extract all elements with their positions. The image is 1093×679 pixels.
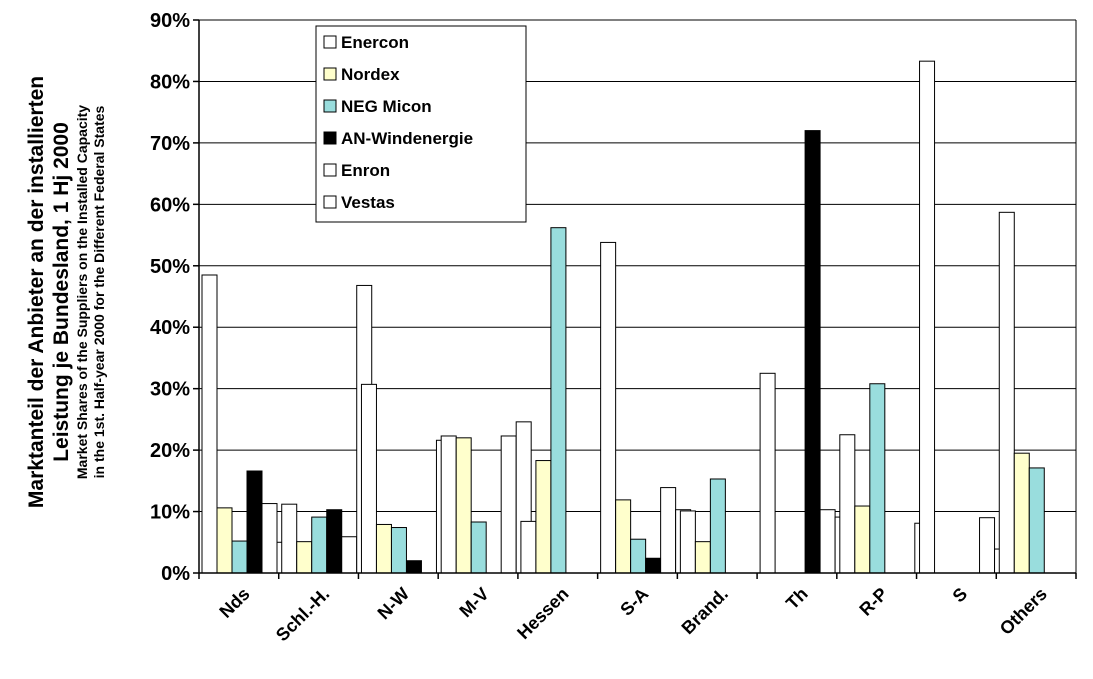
y-tick-label: 70% xyxy=(150,133,190,155)
category-label: Th xyxy=(782,584,812,614)
bar-nordex-s-a xyxy=(615,499,632,574)
legend-swatch xyxy=(323,195,337,209)
category-label: Schl.-H. xyxy=(272,584,334,646)
y-axis-subtitle-line-2: in the 1st. Half-year 2000 for the Diffe… xyxy=(91,105,107,478)
x-tick-marks xyxy=(198,573,1077,579)
legend-swatch xyxy=(323,67,337,81)
bar-nordex-r-p xyxy=(854,505,871,574)
bar-enron-th xyxy=(819,509,836,574)
legend-label: Vestas xyxy=(341,193,395,212)
bar-enercon-hessen xyxy=(520,520,537,574)
bar-enron-s xyxy=(979,517,996,574)
y-axis-subtitle-line-1: Market Shares of the Suppliers on the In… xyxy=(74,105,90,479)
legend: Enercon Nordex NEG Micon AN-Windenergie Enro… xyxy=(315,25,527,223)
bar-enercon-th xyxy=(759,372,776,574)
bar-enercon-nds xyxy=(201,274,218,574)
legend-swatch xyxy=(323,163,337,177)
bar-enercon-s-a xyxy=(600,241,617,574)
legend-box xyxy=(315,25,527,223)
bar-an-windenergie-schl-h- xyxy=(326,509,343,574)
category-label: R-P xyxy=(855,584,891,620)
legend-swatch xyxy=(323,99,337,113)
bar-nordex-hessen xyxy=(535,460,552,574)
bar-nordex-others xyxy=(1013,452,1030,574)
bar-neg-micon-brand- xyxy=(709,478,726,574)
y-tick-labels: 0% 10% 20% 30% 40% 50% 60% 70% 80% 90% xyxy=(150,10,199,585)
bar-an-windenergie-n-w xyxy=(405,560,422,574)
bar-enron-m-v xyxy=(500,435,517,574)
y-axis-title-line-2: Leistung je Bundesland, 1 Hj 2000 xyxy=(50,122,73,462)
category-label: Hessen xyxy=(513,584,572,643)
bar-an-windenergie-s-a xyxy=(645,557,662,574)
category-label: M-V xyxy=(455,584,492,621)
legend-swatch xyxy=(323,131,337,145)
legend-label: Nordex xyxy=(341,65,400,84)
y-tick-label: 40% xyxy=(150,317,190,339)
category-label: N-W xyxy=(374,584,414,624)
bar-neg-micon-hessen xyxy=(550,227,567,574)
bar-enercon-others xyxy=(998,211,1015,574)
legend-label: Enercon xyxy=(341,33,409,52)
y-tick-label: 30% xyxy=(150,379,190,401)
bar-enercon-n-w xyxy=(360,383,377,574)
bar-nordex-brand- xyxy=(694,541,711,574)
legend-label: NEG Micon xyxy=(341,97,432,116)
bar-nordex-schl-h- xyxy=(296,541,313,574)
category-label: S xyxy=(949,584,972,607)
bar-enron-schl-h- xyxy=(341,536,358,574)
category-label: S-A xyxy=(616,584,652,620)
bar-nordex-n-w xyxy=(375,523,392,574)
legend-swatch xyxy=(323,35,337,49)
y-tick-label: 10% xyxy=(150,502,190,524)
legend-label: AN-Windenergie xyxy=(341,129,473,148)
bar-enron-s-a xyxy=(660,487,677,574)
category-label: Others xyxy=(996,584,1051,639)
y-axis-title-line-1: Marktanteil der Anbieter an der installi… xyxy=(25,76,48,508)
bar-an-windenergie-nds xyxy=(246,470,263,574)
category-label: Brand. xyxy=(678,584,732,638)
category-label: Nds xyxy=(215,584,253,622)
bar-neg-micon-nds xyxy=(231,540,248,574)
y-tick-label: 50% xyxy=(150,256,190,278)
bar-neg-micon-m-v xyxy=(470,521,487,574)
y-tick-label: 90% xyxy=(150,10,190,32)
bar-enercon-schl-h- xyxy=(281,503,298,574)
bar-neg-micon-n-w xyxy=(390,527,407,574)
y-tick-label: 20% xyxy=(150,440,190,462)
bar-enercon-brand- xyxy=(679,510,696,574)
bar-neg-micon-schl-h- xyxy=(311,516,328,574)
y-tick-label: 0% xyxy=(161,563,190,585)
bar-nordex-m-v xyxy=(455,437,472,574)
category-labels: Nds Schl.-H. N-W M-V Hessen S-A Brand. Th R-P S Ot… xyxy=(215,584,1050,646)
bar-neg-micon-r-p xyxy=(869,383,886,574)
bar-neg-micon-others xyxy=(1028,467,1045,574)
bar-enercon-r-p xyxy=(839,434,856,574)
bar-enron-nds xyxy=(261,503,278,574)
bar-nordex-nds xyxy=(216,507,233,574)
legend-label: Enron xyxy=(341,161,390,180)
y-axis-label: Marktanteil der Anbieter an der installi… xyxy=(25,76,107,508)
y-tick-label: 60% xyxy=(150,194,190,216)
bar-neg-micon-s-a xyxy=(630,538,647,574)
y-tick-label: 80% xyxy=(150,71,190,93)
bar-enercon-m-v xyxy=(440,435,457,574)
bar-enercon-s xyxy=(919,60,936,574)
bar-an-windenergie-th xyxy=(804,130,821,574)
